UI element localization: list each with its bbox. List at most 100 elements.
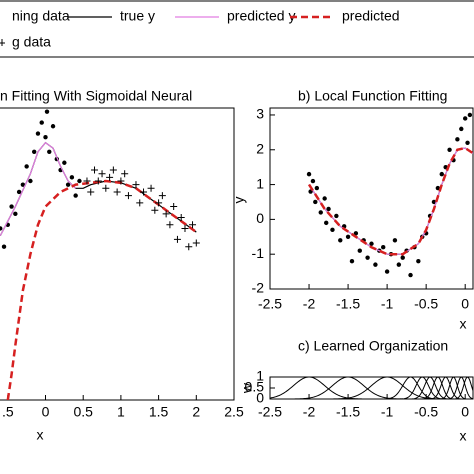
training-point	[416, 258, 421, 264]
testing-point	[177, 214, 185, 221]
training-point	[43, 135, 48, 140]
x-tick-label: -1.5	[336, 296, 360, 312]
testing-point	[98, 170, 106, 178]
x-tick-label: 0	[461, 404, 469, 420]
training-point	[467, 112, 473, 118]
x-tick-label: -0.5	[414, 296, 438, 312]
training-point	[353, 231, 359, 236]
training-point	[47, 149, 52, 154]
training-point	[313, 199, 318, 205]
x-tick-label: 2.5	[224, 404, 244, 420]
y-tick-label: -1	[252, 245, 265, 261]
training-point	[400, 255, 405, 260]
testing-point	[106, 173, 114, 181]
testing-point	[113, 188, 121, 196]
training-point	[384, 269, 390, 274]
kernel-curve	[270, 377, 473, 399]
kernel-curve	[270, 377, 473, 399]
plot-frame	[269, 107, 474, 290]
x-tick-label: 2	[192, 404, 200, 420]
training-point	[447, 147, 452, 152]
testing-point	[170, 203, 178, 211]
x-tick-label: -2	[303, 404, 316, 420]
legend-label: predicted y	[227, 8, 295, 24]
training-point	[369, 241, 374, 246]
training-point	[365, 255, 370, 260]
testing-point	[109, 166, 117, 174]
training-point	[459, 126, 464, 132]
training-point	[326, 206, 331, 212]
x-tick-label: 0.5	[73, 404, 93, 420]
chart-title: c) Learned Organization	[298, 338, 448, 354]
testing-point	[91, 166, 99, 174]
training-point	[50, 124, 56, 129]
testing-point	[132, 181, 140, 189]
testing-point	[151, 206, 159, 214]
training-point	[73, 193, 78, 198]
legend-label: g data	[12, 34, 51, 50]
training-point	[39, 120, 44, 125]
x-tick-label: -1.5	[336, 404, 360, 420]
training-point	[310, 178, 316, 184]
y-tick-label: 1	[256, 175, 264, 191]
testing-point	[94, 177, 102, 185]
x-tick-label: -1	[381, 296, 394, 312]
testing-point	[136, 199, 144, 207]
training-point	[330, 227, 335, 233]
training-point	[357, 248, 362, 253]
training-point	[62, 160, 67, 165]
x-tick-label: 1	[117, 404, 125, 420]
x-tick-label: -0.5	[414, 404, 438, 420]
y-tick-label: 0	[256, 390, 264, 406]
kernel-curve	[270, 377, 473, 399]
x-tick-label: -1	[381, 404, 394, 420]
training-point	[431, 199, 437, 205]
training-point	[1, 244, 7, 249]
training-point	[44, 109, 50, 114]
y-axis-label: y	[231, 197, 247, 204]
training-point	[31, 149, 37, 154]
y-tick-label: 0.5	[245, 379, 265, 395]
testing-point	[140, 188, 148, 196]
training-point	[465, 140, 470, 146]
training-point	[435, 185, 441, 191]
testing-point	[102, 184, 110, 192]
training-point	[9, 204, 14, 209]
training-point	[345, 234, 351, 239]
legend-box	[0, 0, 474, 58]
y-tick-label: -2	[252, 280, 265, 296]
training-point	[322, 196, 327, 201]
training-point	[24, 164, 29, 169]
training-point	[28, 178, 33, 184]
series-line	[0, 141, 77, 237]
training-point	[392, 238, 398, 243]
testing-point	[147, 184, 155, 192]
x-tick-label: 0	[42, 404, 50, 420]
testing-point	[173, 235, 181, 243]
legend-label: ning data	[12, 8, 70, 24]
kernel-curve	[270, 377, 473, 399]
training-point	[314, 185, 320, 191]
training-point	[373, 262, 378, 267]
x-axis-label: x	[460, 316, 467, 332]
testing-point	[158, 192, 166, 200]
y-tick-label: 0	[256, 210, 264, 226]
x-axis-label: x	[460, 428, 467, 444]
legend-label: predicted	[342, 8, 400, 24]
series-line	[307, 146, 473, 256]
y-tick-label: 3	[256, 106, 264, 122]
training-point	[0, 226, 3, 231]
testing-point	[162, 210, 170, 218]
plot-frame	[0, 107, 235, 401]
training-point	[334, 213, 339, 219]
training-point	[20, 182, 26, 187]
testing-point	[87, 188, 95, 196]
training-point	[324, 220, 329, 226]
x-tick-label: -2	[303, 296, 316, 312]
testing-point	[155, 199, 163, 207]
testing-point	[124, 192, 132, 200]
testing-point	[166, 221, 174, 229]
testing-point	[185, 243, 193, 251]
